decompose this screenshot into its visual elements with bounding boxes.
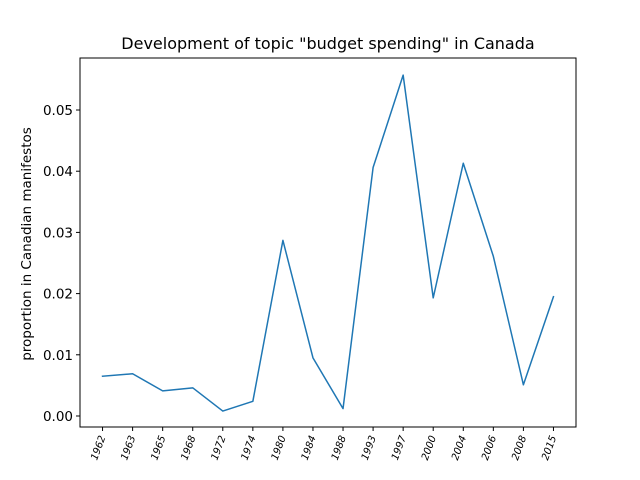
axes-frame: [79, 57, 577, 428]
y-tick-label: 0.01: [43, 348, 73, 364]
y-tick-label: 0.05: [43, 103, 73, 119]
series-line: [101, 74, 555, 412]
y-axis-label: proportion in Canadian manifestos: [19, 127, 35, 361]
y-tick-label: 0.00: [43, 409, 73, 425]
y-tick-label: 0.03: [43, 225, 73, 241]
y-tick-label: 0.02: [43, 287, 73, 303]
chart-title: Development of topic "budget spending" i…: [121, 34, 534, 53]
y-tick-label: 0.04: [43, 164, 73, 180]
